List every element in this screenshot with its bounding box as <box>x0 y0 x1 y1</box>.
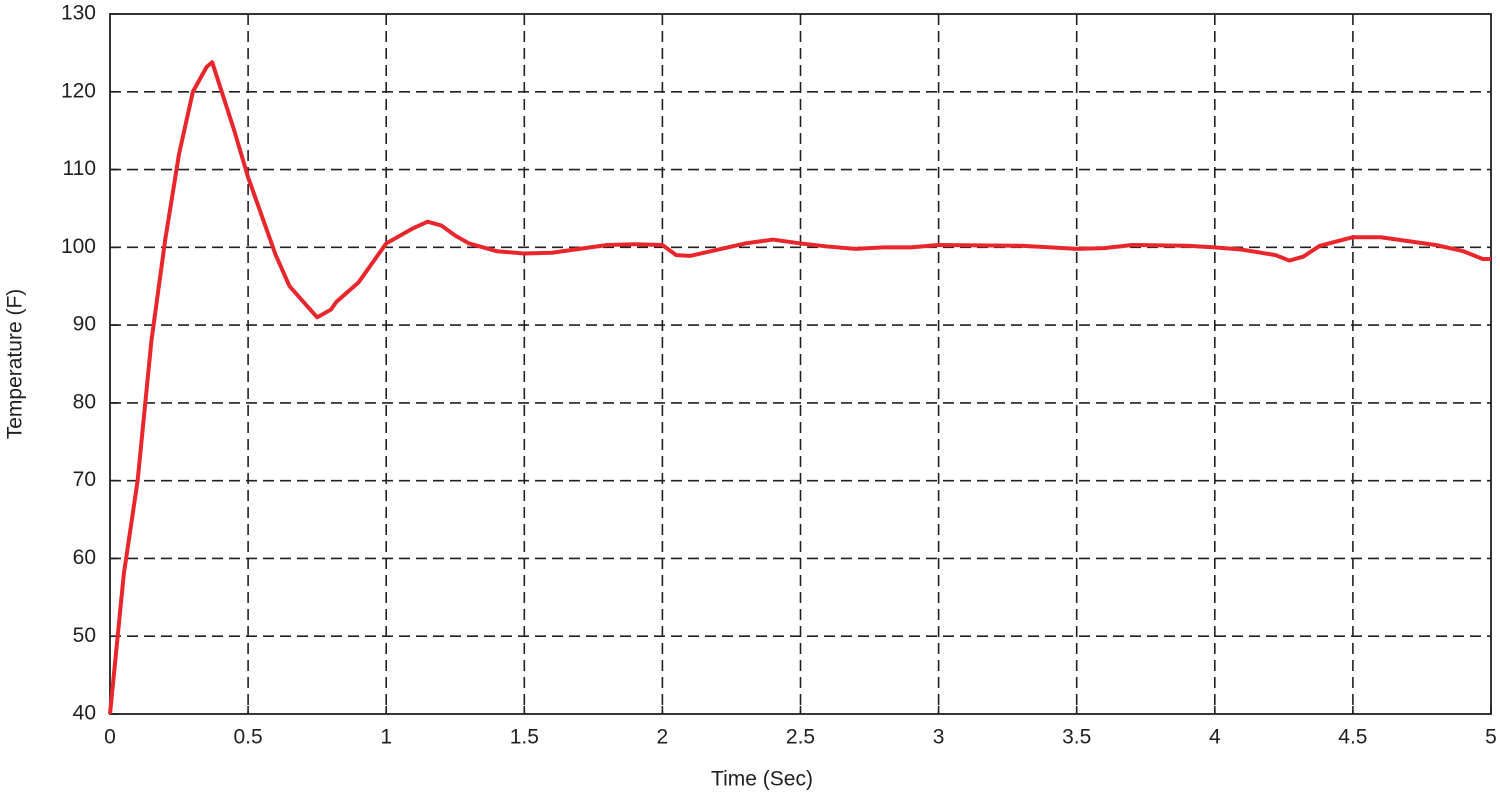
x-axis-label: Time (Sec) <box>711 768 813 791</box>
x-tick-label: 1.5 <box>510 726 539 749</box>
y-tick-label: 60 <box>73 546 96 569</box>
x-tick-label: 4.5 <box>1338 726 1367 749</box>
plot-frame <box>109 13 1492 715</box>
y-tick-label: 110 <box>63 157 96 180</box>
x-tick-label: 2.5 <box>786 726 815 749</box>
x-tick-label: 2 <box>657 726 669 749</box>
y-tick-label: 120 <box>61 79 96 102</box>
x-tick-label: 0.5 <box>233 726 262 749</box>
x-tick-label: 0 <box>104 726 116 749</box>
y-tick-label: 90 <box>73 313 96 336</box>
y-tick-label: 130 <box>61 2 96 25</box>
y-axis-label: Temperature (F) <box>4 289 27 440</box>
x-tick-label: 5 <box>1485 726 1497 749</box>
data-line <box>108 60 1491 715</box>
y-tick-label: 50 <box>73 624 96 647</box>
y-tick-label: 80 <box>73 390 96 413</box>
y-tick-label: 100 <box>61 235 96 258</box>
x-tick-label: 4 <box>1209 726 1221 749</box>
x-tick-label: 3.5 <box>1062 726 1091 749</box>
x-tick-label: 1 <box>380 726 392 749</box>
x-tick-label: 3 <box>933 726 945 749</box>
y-tick-label: 40 <box>73 702 96 725</box>
y-tick-label: 70 <box>73 468 96 491</box>
